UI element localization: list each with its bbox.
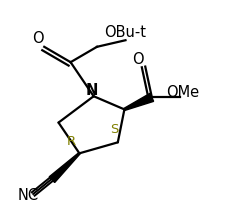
- Text: S: S: [110, 123, 118, 136]
- Polygon shape: [49, 153, 80, 183]
- Polygon shape: [124, 93, 153, 110]
- Text: R: R: [67, 135, 76, 148]
- Text: O: O: [32, 30, 43, 46]
- Text: NC: NC: [17, 188, 38, 203]
- Text: N: N: [85, 83, 97, 98]
- Text: O: O: [131, 53, 143, 67]
- Text: OMe: OMe: [165, 86, 198, 100]
- Text: OBu-t: OBu-t: [104, 25, 146, 40]
